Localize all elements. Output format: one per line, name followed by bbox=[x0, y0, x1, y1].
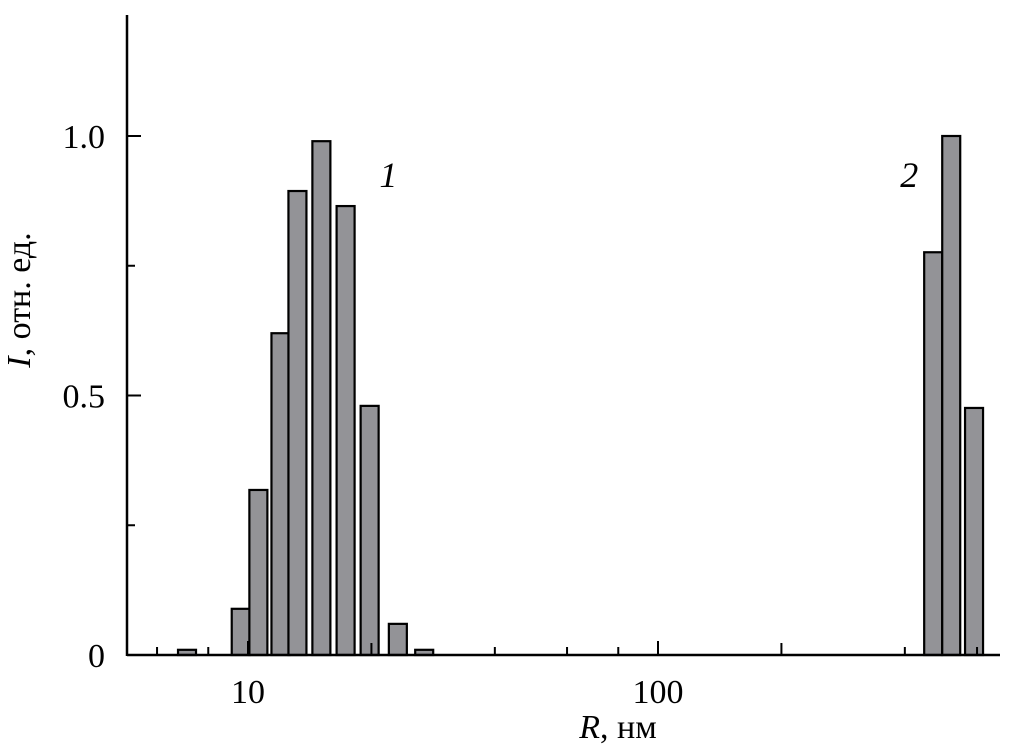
bar-series-1 bbox=[248, 488, 269, 657]
bars-layer bbox=[176, 134, 985, 657]
x-tick-label: 10 bbox=[231, 674, 265, 711]
bar-series-1 bbox=[311, 140, 332, 657]
bar-series-1 bbox=[335, 204, 356, 657]
series-label: 2 bbox=[900, 155, 918, 195]
axes-layer: 10 100 0 0.5 1.0 1 2 bbox=[63, 15, 1000, 711]
bar-series-2 bbox=[923, 251, 944, 657]
y-axis-label: I, отн. ед. bbox=[1, 232, 38, 368]
y-tick-label: 0.5 bbox=[63, 379, 106, 416]
bar-series-1 bbox=[287, 189, 308, 657]
bar-series-1 bbox=[270, 332, 291, 657]
x-tick-label: 100 bbox=[633, 674, 684, 711]
bar-series-2 bbox=[941, 134, 962, 657]
y-tick-label: 0 bbox=[88, 638, 105, 675]
series-label: 1 bbox=[379, 155, 397, 195]
bar-series-2 bbox=[963, 406, 985, 657]
bar-series-1 bbox=[387, 622, 408, 657]
y-tick-label: 1.0 bbox=[63, 119, 106, 156]
bar-series-1 bbox=[359, 404, 380, 657]
x-axis-label: R, нм bbox=[578, 709, 657, 746]
